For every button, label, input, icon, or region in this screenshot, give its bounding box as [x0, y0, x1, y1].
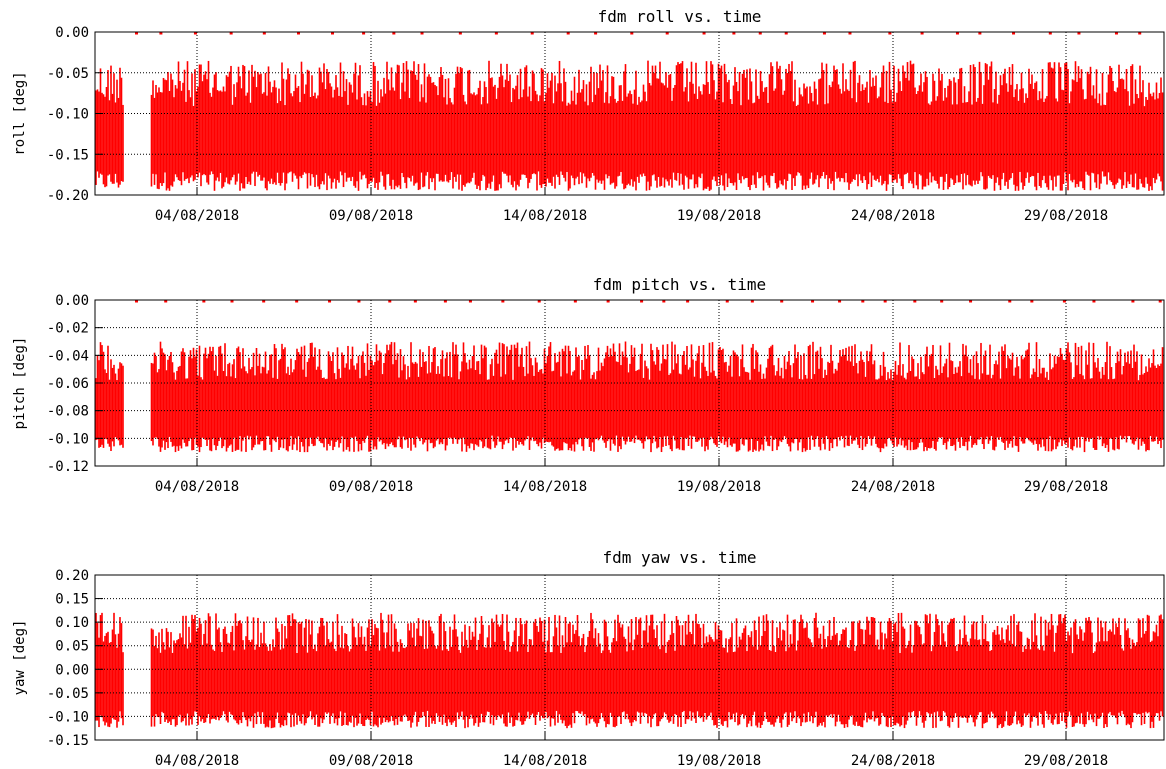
y-axis-label: pitch [deg] [12, 337, 28, 430]
x-tick-label: 29/08/2018 [1024, 479, 1108, 495]
x-tick-label: 19/08/2018 [677, 753, 761, 769]
y-tick-label: 0.15 [55, 592, 89, 608]
y-tick-label: 0.10 [55, 615, 89, 631]
x-tick-label: 24/08/2018 [851, 479, 935, 495]
x-tick-label: 24/08/2018 [851, 753, 935, 769]
series-data [95, 612, 1164, 729]
y-tick-label: 0.05 [55, 639, 89, 655]
y-tick-label: -0.10 [47, 431, 89, 447]
plot-frame [94, 574, 1165, 741]
series-data [95, 299, 1164, 453]
y-tick-label: -0.12 [47, 459, 89, 475]
x-tick-label: 09/08/2018 [329, 753, 413, 769]
x-tick-label: 04/08/2018 [155, 479, 239, 495]
chart-title: fdm yaw vs. time [602, 548, 756, 567]
y-tick-label: -0.10 [47, 107, 89, 123]
x-tick-label: 29/08/2018 [1024, 753, 1108, 769]
x-tick-label: 04/08/2018 [155, 208, 239, 224]
y-tick-label: 0.00 [55, 662, 89, 678]
chart-title: fdm roll vs. time [598, 7, 762, 26]
y-tick-label: 0.00 [55, 293, 89, 309]
y-tick-label: 0.20 [55, 568, 89, 584]
x-tick-label: 09/08/2018 [329, 208, 413, 224]
x-tick-label: 04/08/2018 [155, 753, 239, 769]
y-tick-label: -0.08 [47, 404, 89, 420]
x-tick-label: 14/08/2018 [503, 479, 587, 495]
y-tick-label: -0.15 [47, 733, 89, 749]
y-tick-label: -0.05 [47, 66, 89, 82]
y-axis-label: roll [deg] [12, 71, 28, 155]
x-tick-label: 09/08/2018 [329, 479, 413, 495]
y-tick-label: -0.05 [47, 686, 89, 702]
x-tick-label: 14/08/2018 [503, 208, 587, 224]
panel-2: fdm pitch vs. time pitch [deg] 0.00 -0.02 -0… [12, 275, 1165, 495]
x-tick-label: 29/08/2018 [1024, 208, 1108, 224]
y-tick-label: 0.00 [55, 25, 89, 41]
chart-title: fdm pitch vs. time [593, 275, 766, 294]
y-tick-label: -0.02 [47, 321, 89, 337]
x-tick-label: 24/08/2018 [851, 208, 935, 224]
x-tick-label: 14/08/2018 [503, 753, 587, 769]
panel-1: fdm roll vs. time roll [deg] 0.00 -0.05 -0.1… [12, 7, 1165, 224]
y-tick-label: -0.10 [47, 709, 89, 725]
x-tick-label: 19/08/2018 [677, 208, 761, 224]
y-tick-label: -0.06 [47, 376, 89, 392]
series-data [95, 31, 1164, 191]
y-tick-label: -0.04 [47, 348, 89, 364]
panel-3: fdm yaw vs. time yaw [deg] 0.20 0.15 0.10 0.0… [12, 548, 1165, 769]
x-tick-label: 19/08/2018 [677, 479, 761, 495]
y-axis-label: yaw [deg] [12, 620, 28, 696]
y-tick-label: -0.20 [47, 188, 89, 204]
y-tick-label: -0.15 [47, 147, 89, 163]
